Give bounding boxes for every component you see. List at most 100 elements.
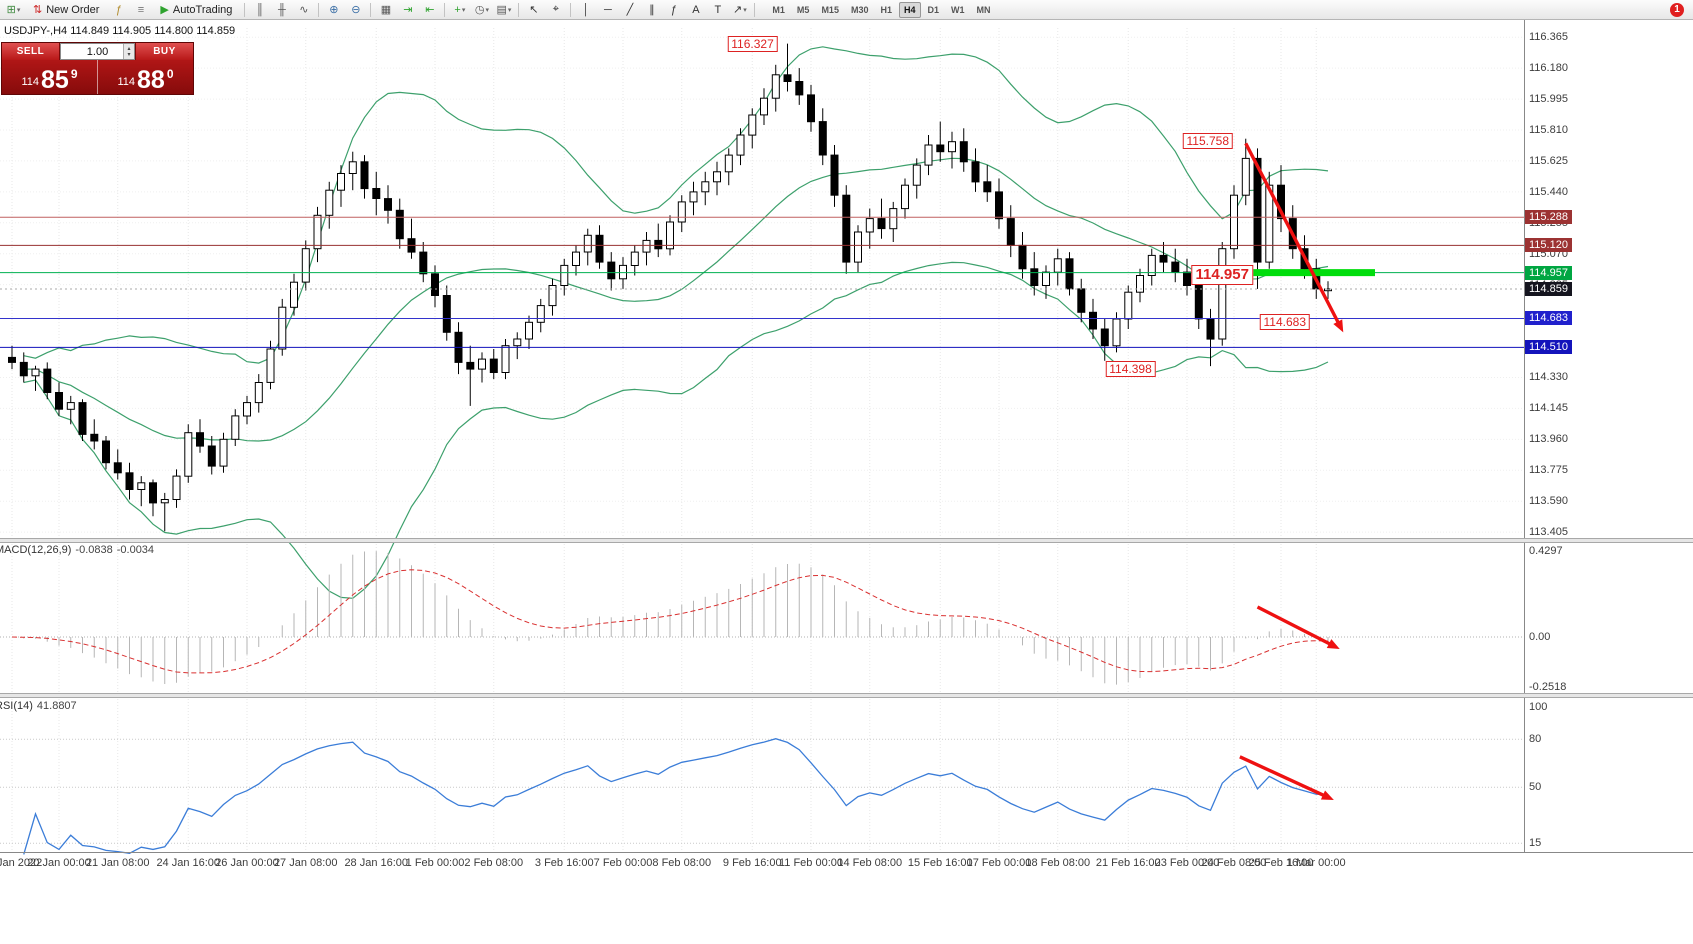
auto-scroll-icon[interactable]: ⇥: [397, 1, 418, 18]
timeframe-h4-button[interactable]: H4: [898, 1, 921, 18]
zoom-out-icon[interactable]: ⊖: [345, 1, 366, 18]
scripts-icon[interactable]: ≡: [130, 1, 151, 18]
bar-chart-icon[interactable]: ║: [249, 1, 270, 18]
candle-body: [266, 348, 275, 383]
timeframe-m1-button[interactable]: M1: [772, 4, 785, 15]
chart-shift-icon[interactable]: ⇤: [419, 1, 440, 18]
price-axis-tick: 115.440: [1529, 185, 1568, 198]
candle-body: [337, 173, 345, 191]
panel-splitter-macd[interactable]: [0, 538, 1693, 543]
add-indicator-icon-dropdown[interactable]: ▾: [461, 6, 466, 14]
expert-advisors-icon[interactable]: ƒ: [108, 1, 129, 18]
panel-splitter-rsi[interactable]: [0, 693, 1693, 698]
volume-down-icon[interactable]: ▾: [127, 51, 131, 58]
price-annotation-115.758[interactable]: 115.758: [1182, 132, 1233, 149]
ask-big-digits: 88: [137, 66, 165, 94]
candle-body: [1065, 258, 1074, 290]
cursor-icon[interactable]: ↖: [523, 1, 544, 18]
candle-body: [560, 264, 569, 286]
price-axis-tick: 116.180: [1529, 62, 1568, 75]
autotrading-button-label: AutoTrading: [172, 3, 233, 16]
trendline-icon[interactable]: ╱: [619, 1, 640, 18]
label-icon[interactable]: T: [707, 1, 728, 18]
volume-input[interactable]: 1.00 ▴ ▾: [60, 43, 135, 60]
bar-chart-icon-glyph: ║: [256, 3, 264, 16]
candle-body: [301, 248, 310, 283]
rsi-axis-tick: 80: [1529, 733, 1542, 746]
new-chart-icon-dropdown[interactable]: ▾: [16, 6, 21, 14]
timeframe-d1-button[interactable]: D1: [927, 4, 940, 15]
new-chart-icon[interactable]: ⊞ ▾: [3, 1, 24, 18]
candlestick-chart-icon[interactable]: ╫: [271, 1, 292, 18]
notification-badge[interactable]: 1: [1670, 2, 1684, 17]
candle-body: [1265, 184, 1274, 263]
channel-icon[interactable]: ∥: [641, 1, 662, 18]
buy-button[interactable]: BUY: [136, 43, 193, 60]
template-icon[interactable]: ▤ ▾: [493, 1, 514, 18]
trend-arrow-rsi-head[interactable]: [1320, 790, 1334, 800]
rsi-line: [23, 738, 1329, 855]
toolbar: ⊞ ▾ ⇅ New Order ƒ ≡ ▶ AutoTrading ║ ╫ ∿ ⊕ ⊖ ▦ ⇥ ⇤ + ▾ ◷ ▾ ▤ ▾…: [0, 0, 1693, 20]
candle-body: [1053, 258, 1062, 273]
new-order-button[interactable]: ⇅ New Order: [25, 1, 107, 18]
trend-arrow-macd[interactable]: [1256, 605, 1334, 647]
arrows-icon[interactable]: ↗ ▾: [729, 1, 750, 18]
cursor-icon-glyph: ↖: [529, 4, 539, 16]
candle-body: [1077, 288, 1086, 313]
candle-body: [325, 189, 334, 216]
candle-body: [807, 94, 815, 123]
price-annotation-114.683[interactable]: 114.683: [1259, 314, 1310, 331]
arrows-icon-dropdown[interactable]: ▾: [743, 6, 747, 14]
period-icon[interactable]: ◷ ▾: [471, 1, 492, 18]
add-indicator-icon[interactable]: + ▾: [449, 1, 470, 18]
trend-arrow-rsi[interactable]: [1239, 755, 1328, 799]
expert-advisors-icon-glyph: ƒ: [115, 3, 122, 16]
vertical-line-icon[interactable]: │: [575, 1, 596, 18]
candle-body: [137, 482, 146, 490]
period-icon-dropdown[interactable]: ▾: [485, 6, 489, 14]
zoom-in-icon[interactable]: ⊕: [323, 1, 344, 18]
timeframe-w1-button[interactable]: W1: [951, 4, 965, 15]
crosshair-icon[interactable]: ⌖: [545, 1, 566, 18]
candle-body: [196, 432, 204, 447]
timeframe-switcher: M1 M5 M15 M30 H1 H4 D1 W1 MN: [767, 1, 995, 18]
bid-price-button[interactable]: 114 85 9: [2, 60, 98, 94]
horizontal-line-icon[interactable]: ─: [597, 1, 618, 18]
bid-pip-digit: 9: [70, 67, 78, 81]
time-axis-label: 17 Feb 00:00: [966, 857, 1032, 869]
sell-button[interactable]: SELL: [2, 43, 59, 60]
price-annotation-114.398[interactable]: 114.398: [1105, 361, 1156, 378]
timeframe-mn-button[interactable]: MN: [976, 4, 991, 15]
price-annotation-116.327[interactable]: 116.327: [727, 35, 778, 52]
template-icon-dropdown[interactable]: ▾: [507, 6, 512, 14]
candle-body: [1042, 271, 1050, 287]
candle-body: [384, 198, 392, 211]
timeframe-m15-button[interactable]: M15: [821, 4, 839, 15]
price-axis-tick: 115.995: [1529, 93, 1568, 106]
trend-arrow-macd-head[interactable]: [1326, 639, 1340, 649]
chart-window[interactable]: USDJPY-,H4 114.849 114.905 114.800 114.8…: [0, 20, 1693, 944]
timeframe-m30-button[interactable]: M30: [850, 4, 869, 15]
candle-body: [290, 281, 298, 308]
line-chart-icon[interactable]: ∿: [293, 1, 314, 18]
timeframe-h1-button[interactable]: H1: [880, 4, 892, 15]
candle-body: [55, 392, 63, 410]
ask-price-button[interactable]: 114 88 0: [98, 60, 193, 94]
fibonacci-icon[interactable]: ƒ: [663, 1, 684, 18]
candle-body: [771, 74, 780, 99]
toolbar-separator: [370, 2, 372, 17]
candle-body: [102, 440, 110, 464]
trend-arrow-main-head[interactable]: [1333, 319, 1344, 333]
candle-body: [1183, 271, 1191, 287]
tile-windows-icon[interactable]: ▦: [375, 1, 396, 18]
autotrading-button[interactable]: ▶ AutoTrading: [152, 1, 240, 18]
price-annotation-114.957[interactable]: 114.957: [1191, 264, 1253, 285]
bid-big-digits: 85: [41, 66, 69, 94]
volume-spinner[interactable]: ▴ ▾: [123, 44, 134, 59]
trend-arrow-main[interactable]: [1244, 142, 1342, 326]
toolbar-separator: [244, 2, 246, 17]
timeframe-m5-button[interactable]: M5: [796, 4, 810, 15]
volume-up-icon[interactable]: ▴: [127, 45, 131, 52]
toolbar-separator: [570, 2, 572, 17]
text-icon[interactable]: A: [685, 1, 706, 18]
